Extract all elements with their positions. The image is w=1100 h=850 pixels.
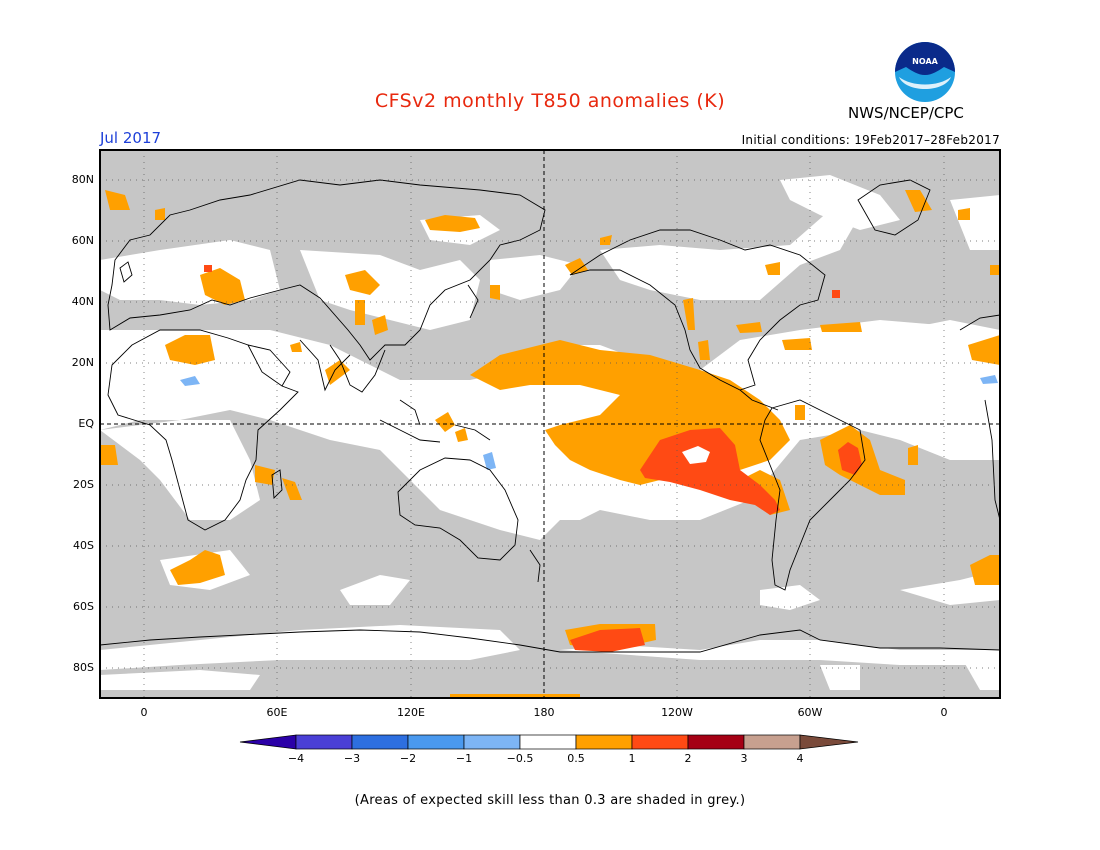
noaa-logo-text: NOAA [912,57,938,66]
lat-label-40n: 40N [71,295,94,308]
noaa-logo: NOAA [895,42,955,102]
lat-label-80n: 80N [71,173,94,186]
colorbar-label: −0.5 [506,752,534,765]
initial-conditions: Initial conditions: 19Feb2017–28Feb2017 [741,133,1000,147]
colorbar-label: −4 [287,752,305,765]
agency-label: NWS/NCEP/CPC [848,104,964,122]
colorbar-high-arrow [799,734,859,750]
colorbar-label: −3 [343,752,361,765]
coastlines [100,179,1000,653]
anomaly-red-regions [204,265,862,652]
colorbar-box-3 [407,734,465,750]
colorbar-box-4 [463,734,521,750]
lat-label-60s: 60S [73,600,94,613]
colorbar-label: 0.5 [567,752,585,765]
lon-label-60e: 60E [266,706,288,719]
forecast-month: Jul 2017 [100,129,162,147]
lat-label-20n: 20N [71,356,94,369]
colorbar [239,734,859,750]
lat-label-60n: 60N [71,234,94,247]
lat-label-20s: 20S [73,478,94,491]
lon-label-120w: 120W [661,706,693,719]
colorbar-box-6 [575,734,633,750]
lat-label-40s: 40S [73,539,94,552]
map-frame [99,149,1001,699]
colorbar-box-5 [519,734,577,750]
colorbar-label: 2 [684,752,692,765]
skill-footnote: (Areas of expected skill less than 0.3 a… [354,793,746,808]
lon-label-0-right: 0 [940,706,948,719]
lon-label-0: 0 [140,706,148,719]
chart-title: CFSv2 monthly T850 anomalies (K) [374,90,726,112]
colorbar-box-1 [295,734,353,750]
colorbar-label: 1 [628,752,636,765]
colorbar-box-2 [351,734,409,750]
lat-label-eq: EQ [78,417,94,430]
neutral-hole [682,446,710,464]
colorbar-label: 4 [796,752,804,765]
lat-label-80s: 80S [73,661,94,674]
colorbar-label: 3 [740,752,748,765]
lon-label-180: 180 [533,706,555,719]
colorbar-label: −2 [399,752,417,765]
lon-label-60w: 60W [797,706,823,719]
colorbar-box-8 [687,734,745,750]
colorbar-box-7 [631,734,689,750]
anomaly-blue-regions [180,375,998,470]
colorbar-label: −1 [455,752,473,765]
colorbar-box-9 [743,734,801,750]
gridlines [100,150,1000,698]
lon-label-120e: 120E [397,706,425,719]
colorbar-low-arrow [239,734,297,750]
